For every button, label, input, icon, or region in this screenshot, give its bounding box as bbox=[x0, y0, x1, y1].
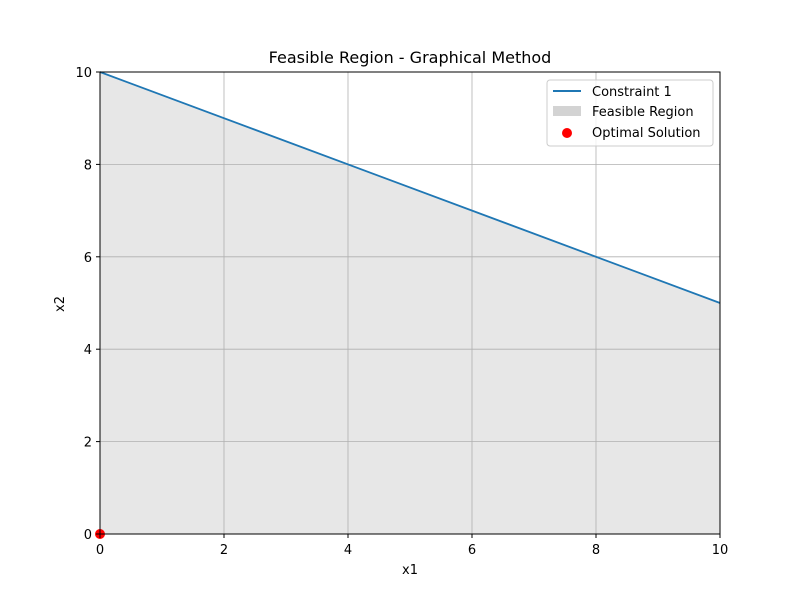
constraint-1-line bbox=[99, 71, 721, 304]
legend-optimal-swatch bbox=[562, 128, 572, 138]
x-tick-label: 6 bbox=[468, 543, 476, 558]
y-tick-label: 8 bbox=[84, 158, 92, 173]
x-tick-label: 2 bbox=[220, 543, 228, 558]
legend: Constraint 1 Feasible Region Optimal Sol… bbox=[546, 79, 714, 147]
legend-feasible-swatch bbox=[553, 106, 581, 116]
x-tick-label: 8 bbox=[592, 543, 600, 558]
plot-frame bbox=[99, 71, 721, 535]
x-axis-label: x1 bbox=[402, 563, 418, 578]
constraint-line-layer bbox=[99, 71, 721, 304]
legend-feasible-label: Feasible Region bbox=[592, 105, 694, 120]
y-tick-label: 2 bbox=[84, 436, 92, 451]
legend-constraint-label: Constraint 1 bbox=[592, 85, 672, 100]
x-axis-ticks: 0 2 4 6 8 10 bbox=[96, 534, 728, 558]
x-tick-label: 4 bbox=[344, 543, 352, 558]
axes-frame bbox=[99, 71, 721, 535]
legend-box bbox=[546, 79, 714, 147]
x-tick-label: 10 bbox=[712, 543, 729, 558]
x-tick-label: 0 bbox=[96, 543, 104, 558]
y-tick-label: 0 bbox=[84, 528, 92, 543]
feasible-region-fill-layer bbox=[100, 72, 720, 534]
y-axis-label: x2 bbox=[53, 296, 68, 312]
chart-title: Feasible Region - Graphical Method bbox=[269, 48, 552, 67]
y-tick-label: 6 bbox=[84, 251, 92, 266]
y-tick-label: 10 bbox=[75, 66, 92, 81]
y-tick-label: 4 bbox=[84, 343, 92, 358]
y-axis-ticks: 0 2 4 6 8 10 bbox=[75, 66, 100, 543]
feasible-region-area bbox=[100, 72, 720, 534]
legend-optimal-label: Optimal Solution bbox=[592, 126, 701, 141]
